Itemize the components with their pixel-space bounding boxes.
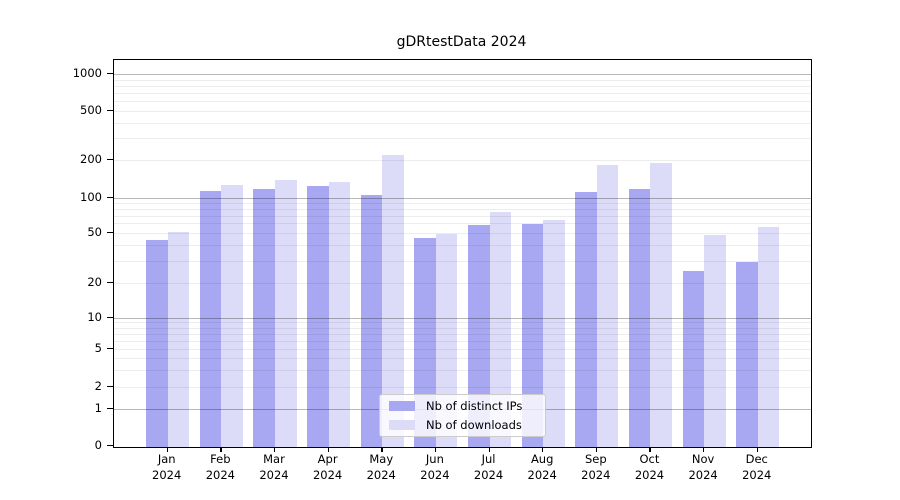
bar-distinct-ips-apr: [307, 185, 329, 447]
x-tick-mark: [166, 447, 168, 452]
y-tick-label: 1000: [72, 66, 102, 80]
y-tick-mark: [107, 159, 113, 161]
gridline-300: [114, 138, 811, 140]
x-tick-label-jun: Jun 2024: [420, 452, 450, 482]
y-tick-mark: [107, 196, 113, 198]
y-tick-label: 2: [94, 379, 102, 393]
bar-distinct-ips-aug: [521, 223, 544, 447]
y-tick-mark: [107, 231, 113, 233]
y-tick-mark: [107, 281, 113, 283]
x-tick-label-apr: Apr 2024: [312, 452, 343, 482]
y-tick-label: 0: [94, 438, 102, 452]
x-tick-mark: [220, 447, 222, 452]
bar-downloads-dec: [757, 226, 780, 447]
bar-distinct-ips-may: [360, 194, 383, 447]
bar-distinct-ips-dec: [736, 262, 758, 447]
x-tick-label-jul: Jul 2024: [473, 452, 504, 482]
bar-downloads-mar: [274, 180, 297, 447]
gridline-700: [114, 93, 811, 95]
chart-title: gDRtestData 2024: [396, 34, 527, 50]
x-tick-label-feb: Feb 2024: [205, 452, 235, 482]
bar-downloads-jan: [167, 231, 190, 447]
bar-distinct-ips-mar: [253, 188, 275, 447]
y-tick-mark: [107, 110, 113, 112]
gridline-600: [114, 101, 811, 103]
y-tick-mark: [107, 386, 113, 388]
bar-distinct-ips-nov: [682, 270, 705, 447]
x-tick-label-dec: Dec 2024: [742, 452, 772, 482]
x-tick-label-nov: Nov 2024: [688, 452, 718, 482]
x-tick-label-mar: Mar 2024: [259, 452, 289, 482]
gridline-500: [114, 111, 811, 112]
bar-downloads-jun: [435, 233, 458, 447]
bar-distinct-ips-jul: [467, 225, 490, 447]
bar-distinct-ips-oct: [628, 189, 651, 447]
bar-downloads-may: [382, 155, 404, 447]
y-tick-label: 100: [80, 189, 102, 204]
gridline-800: [114, 85, 811, 87]
plot-area: Nb of distinct IPs Nb of downloads: [113, 59, 812, 448]
x-tick-mark: [595, 447, 598, 452]
x-tick-mark: [649, 447, 651, 452]
legend: Nb of distinct IPs Nb of downloads: [379, 394, 546, 437]
y-tick-mark: [107, 347, 113, 349]
bar-downloads-nov: [704, 234, 726, 447]
bar-downloads-apr: [328, 181, 351, 447]
y-tick-label: 10: [87, 309, 102, 324]
y-tick-label: 20: [87, 274, 102, 289]
x-tick-mark: [327, 447, 329, 452]
legend-swatch-distinct-ips: [389, 401, 415, 411]
x-tick-mark: [703, 447, 705, 452]
legend-label: Nb of distinct IPs: [426, 399, 523, 413]
x-tick-mark: [756, 447, 759, 452]
x-tick-mark: [273, 447, 276, 452]
x-tick-mark: [434, 447, 437, 452]
bar-downloads-oct: [650, 162, 673, 447]
y-tick-label: 200: [80, 152, 102, 166]
y-tick-mark: [107, 316, 113, 318]
bar-downloads-feb: [221, 184, 243, 447]
x-tick-label-aug: Aug 2024: [527, 452, 557, 482]
bar-distinct-ips-jan: [146, 239, 168, 447]
x-tick-mark: [381, 447, 383, 452]
x-tick-mark: [488, 447, 490, 452]
y-tick-label: 1: [94, 400, 102, 415]
x-tick-label-oct: Oct 2024: [634, 452, 665, 482]
legend-label: Nb of downloads: [426, 418, 522, 432]
y-tick-label: 500: [80, 103, 102, 117]
x-tick-mark: [542, 447, 544, 452]
gridline-1000: [114, 74, 811, 75]
bar-downloads-sep: [596, 165, 619, 447]
bar-downloads-jul: [489, 211, 512, 447]
legend-swatch-downloads: [389, 420, 415, 430]
legend-item-downloads: Nb of downloads: [380, 417, 545, 433]
gridline-200: [114, 160, 811, 161]
y-tick-label: 5: [94, 340, 102, 355]
y-tick-mark: [107, 407, 113, 409]
bar-distinct-ips-sep: [575, 191, 597, 447]
y-tick-label: 50: [87, 224, 102, 239]
y-tick-mark: [107, 73, 113, 75]
gridline-400: [114, 122, 811, 124]
bar-distinct-ips-feb: [199, 190, 222, 447]
x-tick-label-jan: Jan 2024: [152, 452, 182, 482]
x-tick-label-may: May 2024: [366, 452, 396, 482]
legend-item-distinct-ips: Nb of distinct IPs: [380, 398, 545, 414]
bar-downloads-aug: [543, 220, 565, 447]
gridline-900: [114, 79, 811, 81]
x-tick-label-sep: Sep 2024: [581, 452, 611, 482]
y-tick-mark: [107, 445, 113, 447]
